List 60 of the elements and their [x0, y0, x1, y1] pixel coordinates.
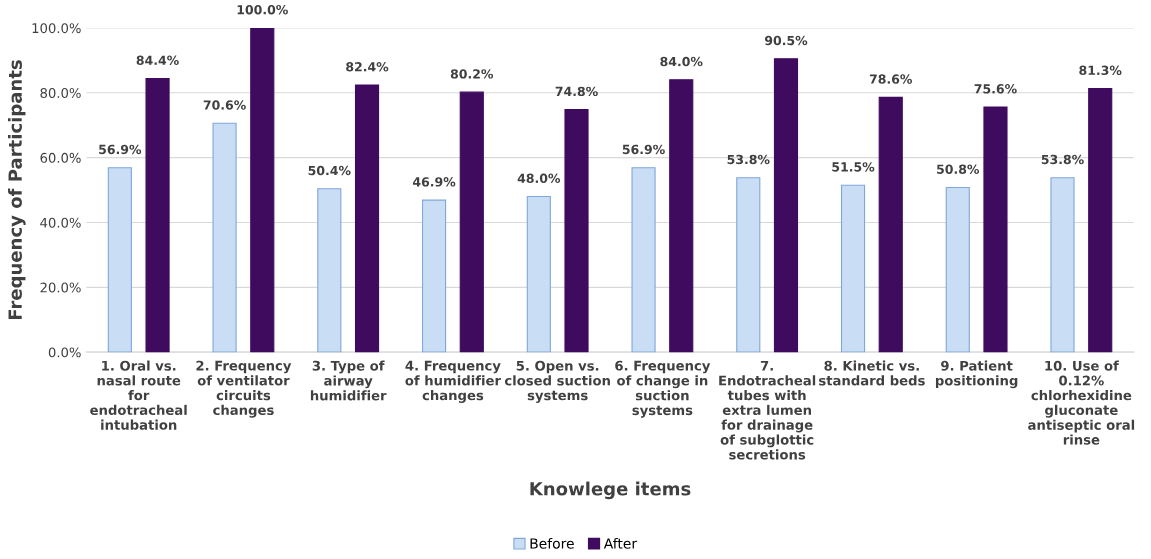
bar: [526, 195, 551, 353]
bar: [145, 77, 170, 353]
data-label: 48.0%: [517, 173, 561, 184]
bar: [669, 79, 694, 353]
data-label: 46.9%: [412, 177, 456, 187]
x-tick-label: 2. Frequency of ventilator circuits changes: [196, 360, 292, 418]
x-tick-label: 6. Frequency of change in suction systems: [615, 360, 711, 418]
x-tick-label: 3. Type of airway humidifier: [310, 360, 387, 401]
bar: [631, 167, 656, 353]
bar: [773, 58, 799, 353]
data-label: 90.5%: [764, 35, 808, 46]
data-label: 56.9%: [622, 144, 665, 155]
bar: [354, 84, 380, 353]
legend-label: Before: [530, 537, 574, 549]
bar: [459, 91, 484, 353]
x-tick-label: 10. Use of 0.12% chlorhexidine gluconate antiseptic oral rinse: [1028, 360, 1135, 445]
x-tick-label: 5. Open vs. closed suction systems: [504, 360, 610, 403]
y-axis-title: Frequency of Participants: [7, 60, 26, 320]
data-label: 53.8%: [1041, 154, 1084, 165]
bar: [1088, 88, 1113, 353]
bar: [250, 27, 275, 353]
bar: [317, 188, 342, 353]
y-tick-label: 20.0%: [40, 282, 81, 293]
data-label: 84.4%: [136, 55, 179, 65]
y-tick-label: 0.0%: [48, 347, 81, 358]
bar: [421, 199, 447, 353]
y-tick-label: 100.0%: [32, 23, 81, 34]
data-label: 81.3%: [1079, 65, 1122, 76]
data-label: 80.2%: [450, 69, 494, 79]
data-label: 50.8%: [937, 164, 980, 174]
data-label: 50.4%: [308, 165, 351, 176]
x-tick-label: 8. Kinetic vs. standard beds: [819, 360, 925, 386]
data-label: 82.4%: [346, 62, 389, 72]
data-label: 100.0%: [237, 4, 288, 15]
data-label: 53.8%: [727, 154, 770, 165]
data-label: 84.0%: [660, 56, 703, 67]
x-axis-title: Knowlege items: [530, 481, 691, 500]
bar: [107, 167, 132, 353]
bar: [212, 122, 237, 353]
x-tick-label: 4. Frequency of humidifier changes: [405, 360, 501, 403]
bar: [736, 177, 761, 353]
x-tick-label: 9. Patient positioning: [935, 360, 1018, 389]
data-label: 74.8%: [555, 86, 598, 97]
bar: [945, 186, 970, 353]
bar: [564, 109, 589, 353]
data-label: 56.9%: [99, 144, 142, 155]
y-tick-label: 80.0%: [40, 88, 81, 98]
bar: [840, 184, 866, 353]
bar: [983, 106, 1008, 353]
bar: [878, 96, 903, 353]
y-tick-label: 40.0%: [40, 217, 81, 228]
data-label: 75.6%: [974, 84, 1017, 94]
x-tick-label: 7. Endotracheal tubes with extra lumen for drainage of subglottic secretions: [719, 360, 816, 460]
y-tick-label: 60.0%: [40, 152, 81, 163]
bar: [1050, 177, 1075, 353]
data-label: 78.6%: [869, 74, 913, 84]
x-tick-label: 1. Oral vs. nasal route for endotracheal intubation: [90, 360, 187, 430]
legend-label: After: [603, 537, 638, 549]
data-label: 70.6%: [203, 100, 246, 110]
data-label: 51.5%: [832, 162, 875, 172]
